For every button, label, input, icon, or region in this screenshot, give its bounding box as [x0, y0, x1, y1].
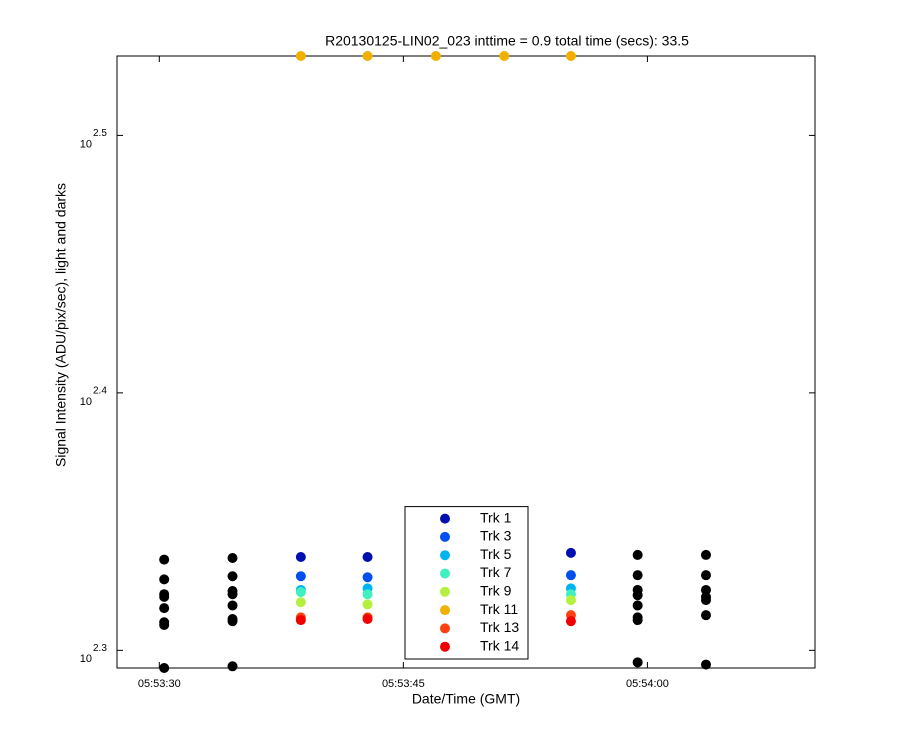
light-point [430, 51, 441, 61]
light-point [362, 51, 373, 61]
legend-label: Trk 14 [480, 637, 519, 653]
dark-point [700, 659, 711, 670]
y-tick-exponent: 2.5 [93, 128, 107, 139]
y-axis-label: Signal Intensity (ADU/pix/sec), light an… [53, 183, 69, 467]
light-point [362, 572, 373, 583]
dark-point [159, 554, 170, 565]
dark-point [227, 616, 238, 627]
dark-point [159, 619, 170, 630]
legend-label: Trk 11 [480, 601, 518, 617]
x-axis-label: Date/Time (GMT) [412, 691, 520, 707]
light-point [295, 587, 306, 598]
light-point [565, 51, 576, 61]
legend-label: Trk 3 [480, 528, 512, 544]
y-tick-label: 10 [80, 653, 92, 665]
dark-point [227, 600, 238, 611]
light-point [295, 597, 306, 608]
legend-label: Trk 9 [480, 583, 512, 599]
dark-point [227, 553, 238, 564]
y-tick-exponent: 2.3 [93, 643, 107, 654]
light-point [362, 589, 373, 600]
legend-marker [440, 531, 450, 542]
dark-point [632, 570, 643, 581]
light-point [499, 51, 510, 61]
legend-marker [440, 586, 450, 597]
y-tick-label: 10 [80, 138, 92, 150]
legend-marker [440, 550, 450, 561]
light-point [565, 616, 576, 627]
legend-label: Trk 5 [480, 546, 512, 562]
light-point [565, 595, 576, 606]
dark-point [159, 574, 170, 585]
dark-point [700, 610, 711, 621]
dark-point [632, 549, 643, 560]
light-point [295, 571, 306, 582]
legend-marker [440, 605, 450, 616]
dark-point [700, 570, 711, 581]
light-point [295, 51, 306, 61]
legend-box [404, 506, 529, 660]
light-point [362, 613, 373, 624]
light-point [565, 547, 576, 558]
x-tick-label: 05:54:00 [626, 678, 669, 690]
x-tick-label: 05:53:45 [382, 678, 425, 690]
legend-marker [440, 641, 450, 652]
dark-point [700, 549, 711, 560]
y-tick-label: 10 [80, 396, 92, 408]
light-point [295, 615, 306, 626]
dark-point [700, 595, 711, 606]
y-tick-exponent: 2.4 [93, 386, 107, 397]
dark-point [227, 571, 238, 582]
chart-title: R20130125-LIN02_023 inttime = 0.9 total … [325, 33, 689, 49]
light-point [362, 551, 373, 562]
legend-label: Trk 13 [480, 619, 519, 635]
dark-point [159, 603, 170, 614]
light-point [362, 599, 373, 610]
legend-label: Trk 1 [480, 509, 512, 525]
dark-point [227, 661, 238, 672]
dark-point [632, 600, 643, 611]
dark-point [700, 584, 711, 595]
light-point [565, 570, 576, 581]
legend-marker [440, 513, 450, 524]
x-tick-label: 05:53:30 [138, 678, 181, 690]
dark-point [227, 589, 238, 600]
dark-point [632, 657, 643, 668]
dark-point [632, 615, 643, 626]
dark-point [159, 663, 170, 673]
legend-marker [440, 568, 450, 579]
legend-marker [440, 623, 450, 634]
dark-point [632, 590, 643, 601]
legend-label: Trk 7 [480, 564, 512, 580]
light-point [295, 551, 306, 562]
dark-point [159, 591, 170, 602]
